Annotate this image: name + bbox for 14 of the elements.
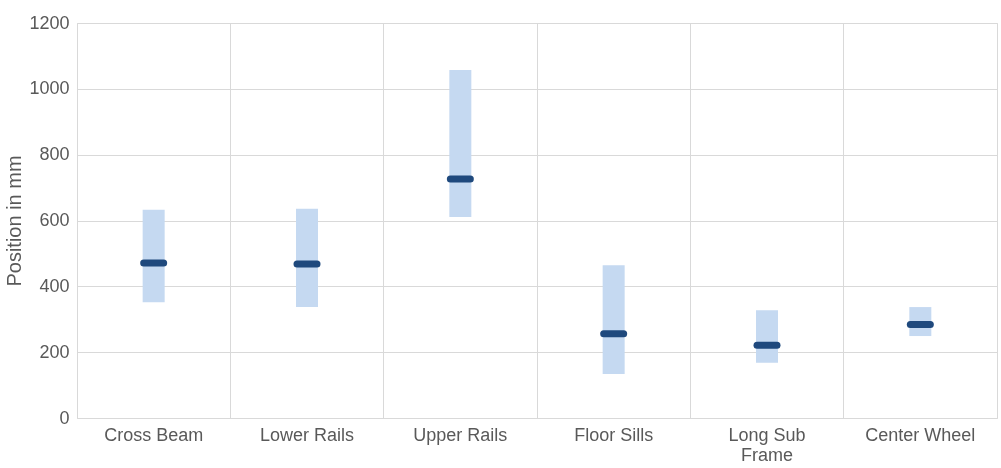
y-tick-label: 1200 (29, 12, 70, 33)
x-tick-label: Center Wheel (865, 424, 976, 445)
y-tick-label: 1000 (29, 78, 70, 99)
y-tick-label: 200 (39, 341, 70, 362)
x-tick-label: Floor Sills (574, 424, 654, 445)
y-axis-title: Position in mm (3, 155, 26, 287)
x-tick-label: Long Sub Frame (728, 424, 806, 465)
x-tick-label: Cross Beam (104, 424, 204, 445)
y-tick-label: 600 (39, 210, 70, 230)
y-tick-label: 0 (59, 407, 70, 428)
y-tick-label: 800 (39, 144, 70, 165)
x-tick-label: Upper Rails (413, 424, 508, 445)
y-tick-label: 400 (39, 275, 70, 296)
x-tick-label: Lower Rails (259, 424, 355, 445)
